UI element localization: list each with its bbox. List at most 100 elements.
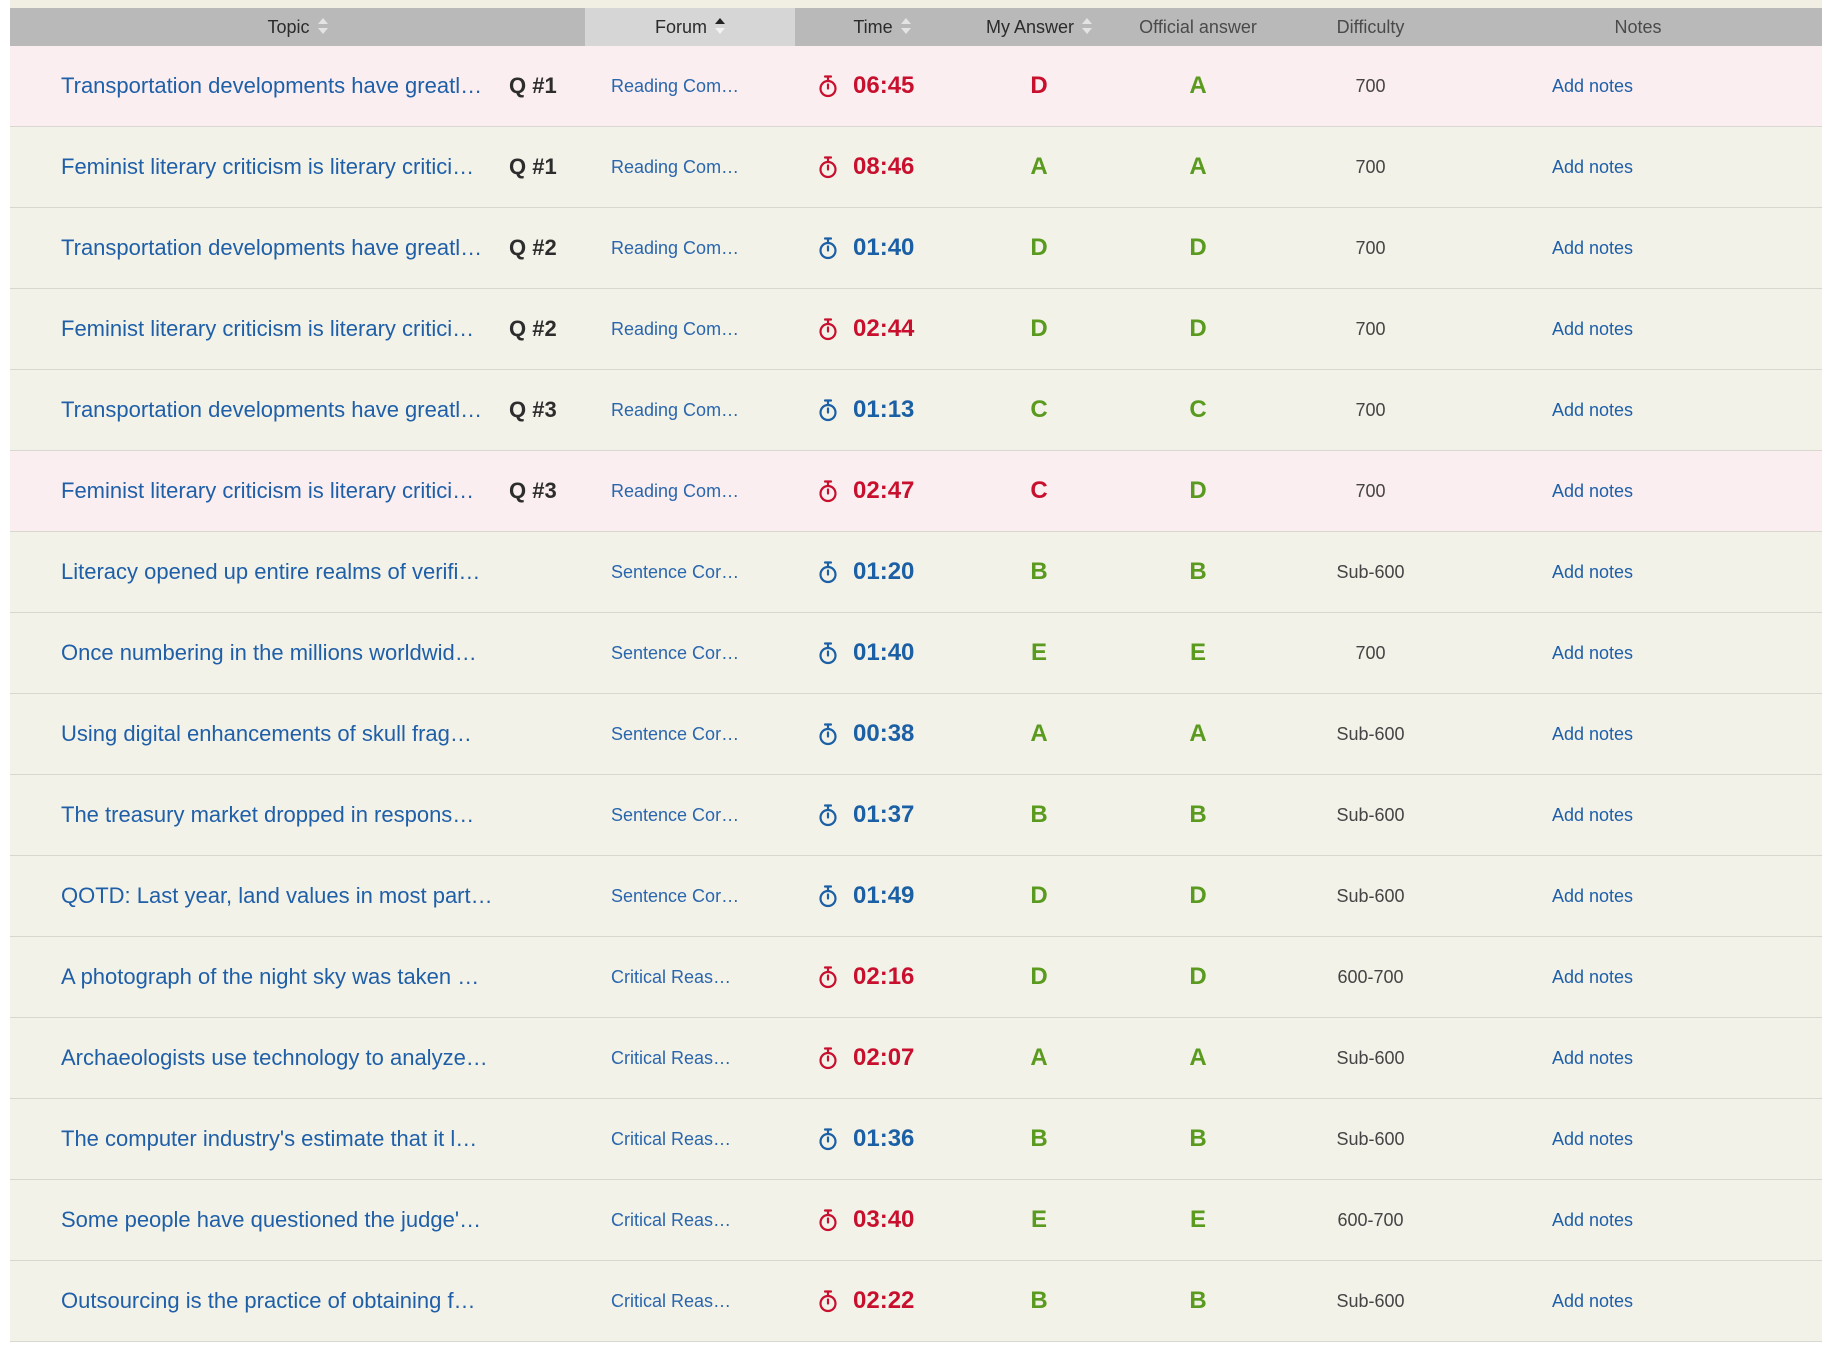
forum-link[interactable]: Critical Reas… <box>611 1290 732 1311</box>
stopwatch-icon <box>817 236 839 260</box>
add-notes-link[interactable]: Add notes <box>1552 75 1634 96</box>
forum-link[interactable]: Sentence Cor… <box>611 804 740 825</box>
my-answer-cell: B <box>969 532 1109 612</box>
add-notes-link[interactable]: Add notes <box>1552 399 1634 420</box>
add-notes-link[interactable]: Add notes <box>1552 480 1634 501</box>
topic-link[interactable]: Transportation developments have greatl… <box>61 397 483 422</box>
topic-cell: Using digital enhancements of skull frag… <box>10 694 585 774</box>
forum-link[interactable]: Critical Reas… <box>611 966 732 987</box>
forum-link[interactable]: Critical Reas… <box>611 1047 732 1068</box>
notes-cell: Add notes <box>1454 1261 1822 1341</box>
forum-link[interactable]: Critical Reas… <box>611 1209 732 1230</box>
sort-ascending-icon[interactable] <box>715 18 725 36</box>
topic-link[interactable]: Transportation developments have greatl… <box>61 73 483 98</box>
forum-link[interactable]: Sentence Cor… <box>611 561 740 582</box>
forum-cell: Critical Reas… <box>585 1099 795 1179</box>
add-notes-link[interactable]: Add notes <box>1552 723 1634 744</box>
column-header-topic[interactable]: Topic <box>10 8 585 46</box>
forum-cell: Critical Reas… <box>585 937 795 1017</box>
column-header-my-answer[interactable]: My Answer <box>969 8 1109 46</box>
add-notes-link[interactable]: Add notes <box>1552 642 1634 663</box>
stopwatch-icon <box>817 1208 839 1232</box>
my-answer: B <box>1030 1287 1048 1314</box>
stopwatch-icon <box>817 641 839 665</box>
add-notes-link[interactable]: Add notes <box>1552 1128 1634 1149</box>
my-answer-cell: A <box>969 1018 1109 1098</box>
forum-link[interactable]: Sentence Cor… <box>611 885 740 906</box>
stopwatch-icon <box>817 1127 839 1151</box>
column-header-forum[interactable]: Forum <box>585 8 795 46</box>
add-notes-link[interactable]: Add notes <box>1552 156 1634 177</box>
official-answer: A <box>1189 72 1207 99</box>
topic-link[interactable]: Once numbering in the millions worldwid… <box>61 640 477 665</box>
add-notes-link[interactable]: Add notes <box>1552 804 1634 825</box>
topic-link[interactable]: Using digital enhancements of skull frag… <box>61 721 472 746</box>
sort-icon[interactable] <box>900 18 911 36</box>
topic-link[interactable]: Some people have questioned the judge'… <box>61 1207 482 1232</box>
sort-icon[interactable] <box>317 18 328 36</box>
sort-icon[interactable] <box>1082 18 1093 36</box>
notes-cell: Add notes <box>1454 208 1822 288</box>
difficulty-cell: Sub-600 <box>1287 1261 1454 1341</box>
forum-link[interactable]: Reading Com… <box>611 156 740 177</box>
forum-link[interactable]: Sentence Cor… <box>611 723 740 744</box>
official-answer: D <box>1189 882 1207 909</box>
add-notes-link[interactable]: Add notes <box>1552 318 1634 339</box>
topic-link[interactable]: The treasury market dropped in respons… <box>61 802 475 827</box>
stopwatch-icon <box>817 803 839 827</box>
topic-cell: A photograph of the night sky was taken … <box>10 937 585 1017</box>
my-answer: D <box>1030 963 1048 990</box>
stopwatch-icon <box>817 1046 839 1070</box>
time-cell: 02:07 <box>795 1018 969 1098</box>
time-cell: 01:37 <box>795 775 969 855</box>
stopwatch-icon <box>817 884 839 908</box>
topic-link[interactable]: Feminist literary criticism is literary … <box>61 478 475 503</box>
top-strip <box>10 0 1822 8</box>
forum-link[interactable]: Reading Com… <box>611 237 740 258</box>
topic-cell: Literacy opened up entire realms of veri… <box>10 532 585 612</box>
forum-link[interactable]: Reading Com… <box>611 75 740 96</box>
add-notes-link[interactable]: Add notes <box>1552 885 1634 906</box>
official-answer-cell: B <box>1109 775 1287 855</box>
add-notes-link[interactable]: Add notes <box>1552 1047 1634 1068</box>
topic-cell: Transportation developments have greatl…… <box>10 208 585 288</box>
my-answer: A <box>1030 1044 1048 1071</box>
topic-link[interactable]: Literacy opened up entire realms of veri… <box>61 559 481 584</box>
my-answer: E <box>1030 639 1047 666</box>
difficulty-cell: 600-700 <box>1287 937 1454 1017</box>
add-notes-link[interactable]: Add notes <box>1552 966 1634 987</box>
forum-link[interactable]: Reading Com… <box>611 399 740 420</box>
forum-cell: Reading Com… <box>585 127 795 207</box>
forum-link[interactable]: Reading Com… <box>611 480 740 501</box>
forum-link[interactable]: Sentence Cor… <box>611 642 740 663</box>
add-notes-link[interactable]: Add notes <box>1552 1209 1634 1230</box>
official-answer-cell: A <box>1109 127 1287 207</box>
official-answer-cell: A <box>1109 1018 1287 1098</box>
notes-cell: Add notes <box>1454 1099 1822 1179</box>
topic-link[interactable]: Feminist literary criticism is literary … <box>61 154 475 179</box>
official-answer-cell: B <box>1109 1099 1287 1179</box>
topic-link[interactable]: QOTD: Last year, land values in most par… <box>61 883 493 908</box>
topic-link[interactable]: Outsourcing is the practice of obtaining… <box>61 1288 476 1313</box>
notes-cell: Add notes <box>1454 127 1822 207</box>
difficulty-cell: 700 <box>1287 127 1454 207</box>
add-notes-link[interactable]: Add notes <box>1552 561 1634 582</box>
topic-link[interactable]: Feminist literary criticism is literary … <box>61 316 475 341</box>
forum-link[interactable]: Reading Com… <box>611 318 740 339</box>
topic-link[interactable]: Archaeologists use technology to analyze… <box>61 1045 488 1070</box>
notes-cell: Add notes <box>1454 1180 1822 1260</box>
difficulty-value: Sub-600 <box>1336 1290 1405 1311</box>
topic-link[interactable]: Transportation developments have greatl… <box>61 235 483 260</box>
add-notes-link[interactable]: Add notes <box>1552 237 1634 258</box>
topic-link[interactable]: A photograph of the night sky was taken … <box>61 964 480 989</box>
add-notes-link[interactable]: Add notes <box>1552 1290 1634 1311</box>
difficulty-cell: 700 <box>1287 46 1454 126</box>
time-value: 02:07 <box>853 1044 915 1071</box>
forum-cell: Critical Reas… <box>585 1261 795 1341</box>
time-value: 01:37 <box>853 801 915 828</box>
column-header-time[interactable]: Time <box>795 8 969 46</box>
time-value: 02:44 <box>853 315 915 342</box>
table-row: Some people have questioned the judge'… C… <box>10 1180 1822 1261</box>
topic-link[interactable]: The computer industry's estimate that it… <box>61 1126 478 1151</box>
forum-link[interactable]: Critical Reas… <box>611 1128 732 1149</box>
